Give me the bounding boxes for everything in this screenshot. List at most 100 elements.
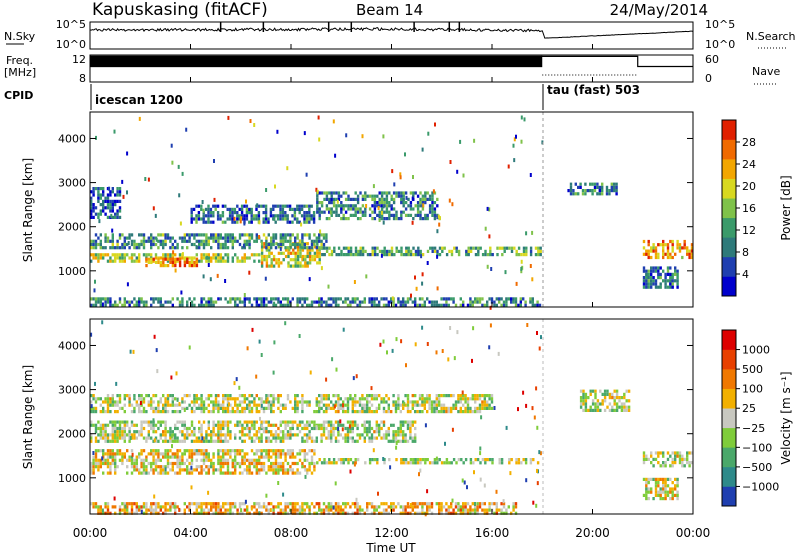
heatmap-cell	[440, 403, 443, 407]
heatmap-cell	[264, 207, 268, 211]
heatmap-cell	[207, 256, 210, 260]
heatmap-cell	[349, 249, 353, 253]
heatmap-cell	[318, 210, 321, 214]
heatmap-cell	[147, 436, 150, 440]
heatmap-cell	[642, 269, 646, 273]
heatmap-cell	[419, 468, 422, 473]
heatmap-cell	[178, 264, 182, 268]
heatmap-cell	[224, 279, 227, 283]
heatmap-cell	[126, 300, 129, 304]
heatmap-cell	[502, 511, 506, 515]
heatmap-cell	[478, 410, 482, 414]
heatmap-cell	[322, 420, 326, 424]
heatmap-cell	[121, 233, 124, 237]
heatmap-cell	[140, 426, 143, 431]
heatmap-cell	[671, 246, 674, 250]
heatmap-cell	[261, 424, 264, 429]
heatmap-cell	[267, 233, 270, 237]
heatmap-cell	[176, 242, 179, 247]
heatmap-cell	[647, 276, 650, 280]
heatmap-cell	[296, 468, 299, 472]
heatmap-cell	[162, 452, 165, 456]
heatmap-cell	[126, 236, 129, 240]
heatmap-cell	[313, 439, 316, 443]
heatmap-cell	[241, 471, 244, 475]
heatmap-cell	[243, 259, 246, 263]
heatmap-cell	[335, 197, 338, 201]
heatmap-cell	[316, 461, 319, 465]
heatmap-cell	[469, 410, 472, 414]
heatmap-cell	[390, 246, 394, 250]
heatmap-cell	[260, 403, 263, 408]
heatmap-cell	[442, 303, 446, 307]
heatmap-cell	[94, 212, 98, 216]
freq-tick-bottom: 8	[79, 72, 86, 85]
heatmap-cell	[241, 455, 244, 459]
heatmap-cell	[457, 410, 460, 414]
heatmap-cell	[142, 406, 146, 410]
heatmap-cell	[605, 189, 609, 193]
heatmap-cell	[162, 260, 165, 264]
heatmap-cell	[212, 423, 215, 427]
heatmap-cell	[284, 502, 287, 506]
heatmap-cell	[265, 452, 268, 456]
heatmap-cell	[130, 455, 134, 459]
heatmap-cell	[154, 449, 158, 453]
heatmap-cell	[434, 122, 436, 127]
heatmap-cell	[676, 246, 679, 250]
heatmap-cell	[346, 406, 350, 410]
heatmap-cell	[248, 461, 251, 466]
heatmap-cell	[332, 191, 336, 195]
heatmap-cell	[106, 433, 110, 437]
heatmap-cell	[207, 207, 210, 211]
heatmap-cell	[306, 468, 309, 472]
heatmap-cell	[515, 458, 518, 462]
heatmap-cell	[274, 246, 278, 250]
heatmap-cell	[262, 505, 266, 509]
heatmap-cell	[190, 471, 194, 475]
heatmap-cell	[111, 236, 114, 240]
heatmap-cell	[159, 264, 163, 268]
heatmap-cell	[421, 325, 424, 330]
heatmap-cell	[204, 207, 208, 211]
colorbar-tick-label: 500	[742, 363, 763, 376]
heatmap-cell	[495, 297, 498, 301]
heatmap-cell	[465, 249, 468, 253]
heatmap-cell	[378, 433, 381, 437]
heatmap-cell	[625, 389, 628, 393]
heatmap-cell	[404, 191, 408, 195]
heatmap-cell	[154, 423, 158, 427]
heatmap-cell	[344, 397, 347, 401]
heatmap-cell	[445, 300, 448, 304]
heatmap-cell	[111, 452, 114, 456]
heatmap-cell	[126, 190, 128, 195]
heatmap-cell	[380, 253, 383, 258]
heatmap-cell	[109, 239, 112, 243]
heatmap-cell	[212, 502, 215, 506]
heatmap-cell	[207, 452, 210, 456]
heatmap-cell	[471, 300, 474, 304]
heatmap-cell	[157, 410, 160, 414]
heatmap-cell	[407, 246, 410, 250]
heatmap-cell	[519, 303, 522, 307]
heatmap-cell	[154, 502, 158, 506]
heatmap-cell	[294, 242, 297, 247]
heatmap-cell	[440, 461, 444, 465]
heatmap-cell	[412, 217, 415, 221]
heatmap-cell	[164, 239, 167, 243]
heatmap-cell	[248, 207, 251, 211]
heatmap-cell	[366, 400, 369, 404]
heatmap-cell	[272, 258, 276, 262]
heatmap-cell	[423, 397, 426, 401]
heatmap-cell	[274, 465, 278, 469]
heatmap-cell	[202, 297, 206, 301]
heatmap-cell	[90, 433, 93, 437]
heatmap-cell	[94, 381, 96, 386]
heatmap-cell	[308, 214, 311, 218]
heatmap-cell	[248, 239, 251, 243]
heatmap-cell	[371, 217, 374, 221]
heatmap-cell	[688, 464, 691, 468]
heatmap-cell	[174, 423, 177, 427]
heatmap-cell	[615, 389, 619, 393]
heatmap-cell	[601, 402, 604, 406]
